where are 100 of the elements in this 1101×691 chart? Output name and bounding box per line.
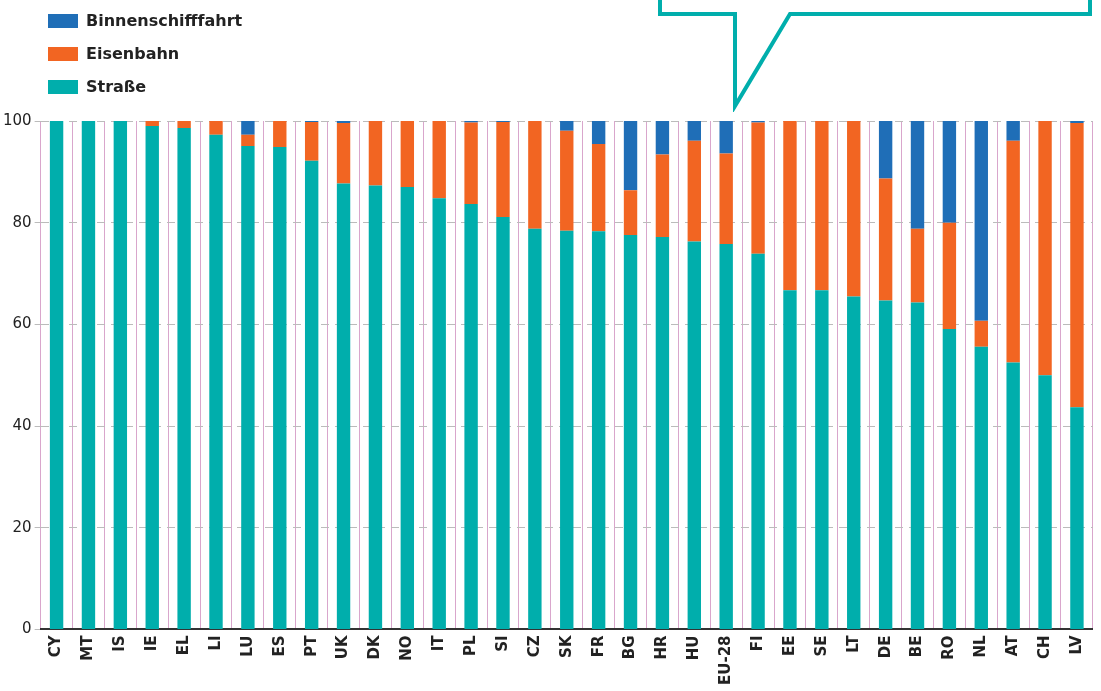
x-tick-label: CH <box>1034 635 1053 660</box>
x-tick-label: RO <box>939 635 958 660</box>
bar <box>528 228 542 629</box>
bar <box>209 121 223 135</box>
bar <box>655 236 670 629</box>
bar <box>815 290 829 629</box>
bar <box>400 187 415 629</box>
y-tick-label: 60 <box>12 314 32 333</box>
bar <box>1070 407 1084 629</box>
x-tick-label: DK <box>365 634 384 660</box>
x-tick-label: BE <box>907 635 926 658</box>
bar <box>368 121 383 186</box>
bar <box>145 126 159 629</box>
bar <box>1038 121 1052 376</box>
bar <box>1070 121 1084 124</box>
x-tick-label: PL <box>460 635 479 657</box>
bar <box>177 121 191 129</box>
bar <box>1070 123 1084 408</box>
bar <box>464 203 478 629</box>
bar <box>209 134 223 629</box>
y-tick-label: 20 <box>12 517 32 536</box>
x-tick-label: CZ <box>524 635 543 658</box>
y-tick-label: 40 <box>12 415 32 434</box>
bar <box>942 222 957 329</box>
bar <box>1006 140 1020 363</box>
x-tick-label: FI <box>747 635 766 652</box>
x-tick-label: IE <box>142 635 161 652</box>
x-tick-label: HR <box>652 635 671 660</box>
bar <box>113 121 128 629</box>
bar <box>623 121 638 191</box>
bar <box>687 140 701 242</box>
bar <box>655 154 670 237</box>
bar <box>719 153 733 245</box>
bar <box>942 328 957 629</box>
bar <box>336 121 351 124</box>
bar <box>910 121 925 229</box>
bar <box>336 123 351 184</box>
bar <box>910 302 925 629</box>
bar <box>687 121 701 141</box>
bar <box>847 121 861 297</box>
bar <box>496 217 510 629</box>
bar <box>145 121 159 127</box>
bar <box>273 146 287 629</box>
x-tick-label: LI <box>205 635 224 651</box>
bar <box>783 290 797 629</box>
bar <box>273 121 287 147</box>
bar <box>432 121 446 199</box>
bar <box>241 145 255 629</box>
bar <box>591 143 606 232</box>
bar <box>368 185 383 629</box>
bar <box>560 230 574 629</box>
bar <box>1006 362 1020 629</box>
legend-label: Eisenbahn <box>86 44 180 63</box>
x-tick-label: SI <box>492 635 511 652</box>
x-tick-label: PT <box>301 634 320 657</box>
bar <box>719 121 733 154</box>
y-tick-label: 100 <box>2 110 32 129</box>
bar <box>655 121 670 155</box>
x-tick-label: EE <box>779 635 798 656</box>
x-tick-label: LT <box>843 634 862 653</box>
legend-label: Straße <box>86 77 147 96</box>
bar <box>974 346 988 629</box>
bar <box>49 121 64 629</box>
x-tick-label: EU-28 <box>716 635 735 685</box>
bar <box>719 244 733 629</box>
x-tick-label: MT <box>78 634 97 661</box>
bar <box>687 241 701 629</box>
bar <box>496 122 510 218</box>
bar <box>783 121 797 291</box>
bar <box>241 134 255 146</box>
bar <box>591 121 606 144</box>
x-tick-label: DE <box>875 635 894 659</box>
bar <box>974 320 988 347</box>
bar <box>974 121 988 321</box>
bar <box>847 296 861 629</box>
x-tick-label: IS <box>110 635 129 652</box>
bar <box>464 122 478 204</box>
bar <box>910 228 925 303</box>
bar <box>942 121 957 223</box>
x-tick-label: NL <box>971 635 990 658</box>
x-tick-label: ES <box>269 635 288 657</box>
bar <box>878 300 893 629</box>
bar <box>1038 375 1052 629</box>
bar <box>432 198 446 629</box>
bar <box>623 234 638 629</box>
x-tick-label: EL <box>174 635 193 656</box>
bar <box>751 122 765 254</box>
x-tick-label: AT <box>1003 634 1022 657</box>
bar <box>400 121 415 188</box>
y-tick-label: 0 <box>22 619 32 638</box>
x-tick-label: LU <box>237 635 256 657</box>
x-tick-label: CY <box>46 634 65 658</box>
x-tick-label: SE <box>811 635 830 657</box>
x-tick-label: BG <box>620 635 639 660</box>
x-tick-label: UK <box>333 634 352 660</box>
x-tick-label: FR <box>588 635 607 658</box>
x-tick-label: SK <box>556 634 575 658</box>
x-tick-label: NO <box>397 635 416 661</box>
bar <box>878 121 893 179</box>
x-tick-label: HU <box>684 635 703 661</box>
